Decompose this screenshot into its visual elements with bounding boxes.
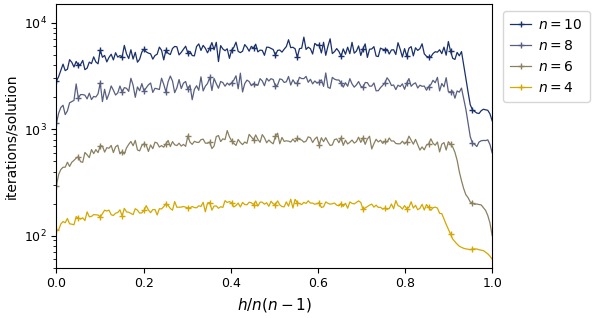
$n = 10$ bbox=[489, 119, 496, 123]
$n = 10$ bbox=[469, 108, 476, 112]
Line: $n = 10$: $n = 10$ bbox=[53, 34, 495, 124]
$n = 4$ bbox=[79, 216, 86, 220]
$n = 4$ bbox=[169, 208, 176, 212]
$n = 8$ bbox=[79, 93, 86, 96]
$n = 6$ bbox=[134, 148, 141, 152]
Line: $n = 6$: $n = 6$ bbox=[53, 128, 495, 238]
$n = 6$ bbox=[79, 160, 86, 164]
$n = 8$ bbox=[489, 151, 496, 155]
Line: $n = 4$: $n = 4$ bbox=[53, 197, 495, 262]
$n = 4$ bbox=[287, 197, 294, 201]
$n = 10$ bbox=[301, 35, 308, 39]
X-axis label: $h/n(n-1)$: $h/n(n-1)$ bbox=[237, 296, 312, 314]
$n = 8$ bbox=[134, 85, 141, 89]
$n = 6$ bbox=[469, 201, 476, 205]
$n = 8$ bbox=[322, 71, 329, 75]
$n = 4$ bbox=[469, 247, 476, 251]
$n = 10$ bbox=[53, 79, 60, 83]
$n = 6$ bbox=[169, 140, 176, 143]
$n = 10$ bbox=[454, 51, 461, 54]
Y-axis label: iterations/solution: iterations/solution bbox=[4, 73, 18, 199]
$n = 8$ bbox=[53, 121, 60, 125]
$n = 8$ bbox=[454, 89, 461, 93]
$n = 4$ bbox=[53, 228, 60, 232]
$n = 10$ bbox=[134, 60, 141, 64]
$n = 4$ bbox=[71, 223, 78, 227]
$n = 4$ bbox=[489, 257, 496, 261]
$n = 10$ bbox=[169, 46, 176, 50]
$n = 10$ bbox=[79, 59, 86, 62]
$n = 6$ bbox=[53, 184, 60, 188]
$n = 6$ bbox=[71, 158, 78, 162]
$n = 10$ bbox=[71, 65, 78, 69]
$n = 6$ bbox=[454, 158, 461, 162]
$n = 8$ bbox=[469, 141, 476, 145]
$n = 6$ bbox=[224, 129, 231, 133]
Legend: $n = 10$, $n = 8$, $n = 6$, $n = 4$: $n = 10$, $n = 8$, $n = 6$, $n = 4$ bbox=[504, 11, 590, 102]
$n = 8$ bbox=[169, 79, 176, 83]
$n = 6$ bbox=[489, 234, 496, 238]
$n = 4$ bbox=[134, 208, 141, 212]
$n = 8$ bbox=[71, 99, 78, 102]
$n = 4$ bbox=[454, 242, 461, 246]
Line: $n = 8$: $n = 8$ bbox=[53, 70, 495, 156]
